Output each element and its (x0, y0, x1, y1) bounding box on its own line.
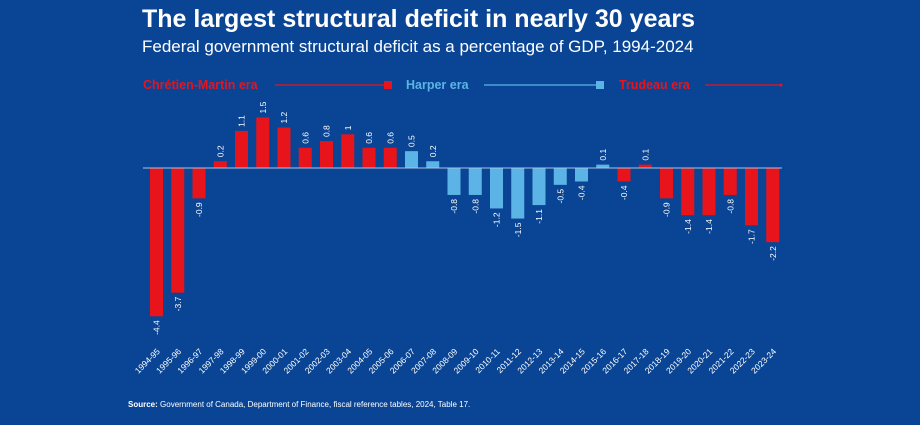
data-label: -2.2 (768, 246, 778, 261)
bar-2022-23 (745, 168, 758, 226)
bar-2011-12 (511, 168, 525, 219)
era-marker-trudeau (779, 83, 783, 87)
bar-2006-07 (405, 151, 418, 168)
bar-2005-06 (383, 147, 397, 168)
era-marker-chretien-martin (384, 81, 392, 89)
data-label: -0.5 (555, 189, 565, 204)
data-label: -1.4 (704, 219, 714, 234)
bar-2007-08 (426, 161, 440, 168)
data-label: -0.9 (194, 202, 204, 217)
data-label: 0.2 (428, 145, 438, 157)
data-label: 0.8 (322, 125, 332, 137)
bar-2009-10 (468, 168, 482, 195)
bar-2010-11 (490, 168, 503, 209)
source-note: Source: Government of Canada, Department… (128, 400, 470, 409)
data-label: -1.5 (513, 222, 523, 237)
bar-2019-20 (681, 168, 695, 216)
bar-1997-98 (213, 161, 227, 168)
data-label: -1.4 (683, 219, 693, 234)
data-label: -0.4 (619, 185, 629, 200)
bar-2020-21 (702, 168, 716, 216)
data-label: 0.6 (364, 132, 374, 144)
data-label: -0.9 (662, 202, 672, 217)
bar-2013-14 (553, 168, 567, 185)
source-text: Government of Canada, Department of Fina… (157, 400, 471, 409)
bar-2000-01 (277, 127, 291, 168)
data-label: 1.1 (237, 115, 247, 127)
bar-2021-22 (723, 168, 737, 195)
data-label: 0.1 (640, 149, 650, 161)
bar-2017-18 (638, 164, 652, 168)
bar-1999-00 (256, 117, 270, 168)
data-label: 1.2 (279, 111, 289, 123)
data-label: 0.1 (598, 149, 608, 161)
chart-title: The largest structural deficit in nearly… (142, 5, 696, 33)
legend-harper-era: Harper era (406, 78, 469, 92)
bar-1995-96 (171, 168, 185, 293)
data-label: 0.5 (407, 135, 417, 147)
bar-2014-15 (575, 168, 588, 182)
chart-subtitle: Federal government structural deficit as… (142, 37, 694, 56)
data-label: -0.8 (725, 199, 735, 214)
data-label: 0.6 (385, 132, 395, 144)
data-label: -0.8 (449, 199, 459, 214)
bar-2012-13 (532, 168, 546, 206)
bar-2015-16 (596, 164, 610, 168)
bar-2001-02 (298, 147, 312, 168)
bar-1996-97 (192, 168, 206, 199)
data-label: 1.5 (258, 101, 268, 113)
data-label: 0.6 (300, 132, 310, 144)
bar-2008-09 (447, 168, 461, 195)
era-marker-harper (596, 81, 604, 89)
data-label: -0.8 (470, 199, 480, 214)
data-label: -1.7 (747, 229, 757, 244)
legend-chretien-martin-era: Chrétien-Martin era (143, 78, 258, 92)
bar-2004-05 (362, 147, 376, 168)
data-label: -3.7 (173, 296, 183, 311)
data-label: -1.1 (534, 209, 544, 224)
bar-2016-17 (617, 168, 631, 182)
bar-2023-24 (766, 168, 780, 243)
legend-trudeau-era: Trudeau era (619, 78, 690, 92)
data-label: -1.2 (492, 212, 502, 227)
data-label: 0.2 (215, 145, 225, 157)
bar-2018-19 (660, 168, 673, 199)
data-label: -0.4 (577, 185, 587, 200)
source-label: Source: (128, 400, 158, 409)
data-label: -4.4 (152, 320, 162, 335)
bar-2002-03 (320, 141, 333, 168)
bar-1994-95 (150, 168, 163, 317)
bar-1998-99 (235, 130, 248, 168)
data-label: 1 (343, 125, 353, 130)
bar-2003-04 (341, 134, 355, 168)
